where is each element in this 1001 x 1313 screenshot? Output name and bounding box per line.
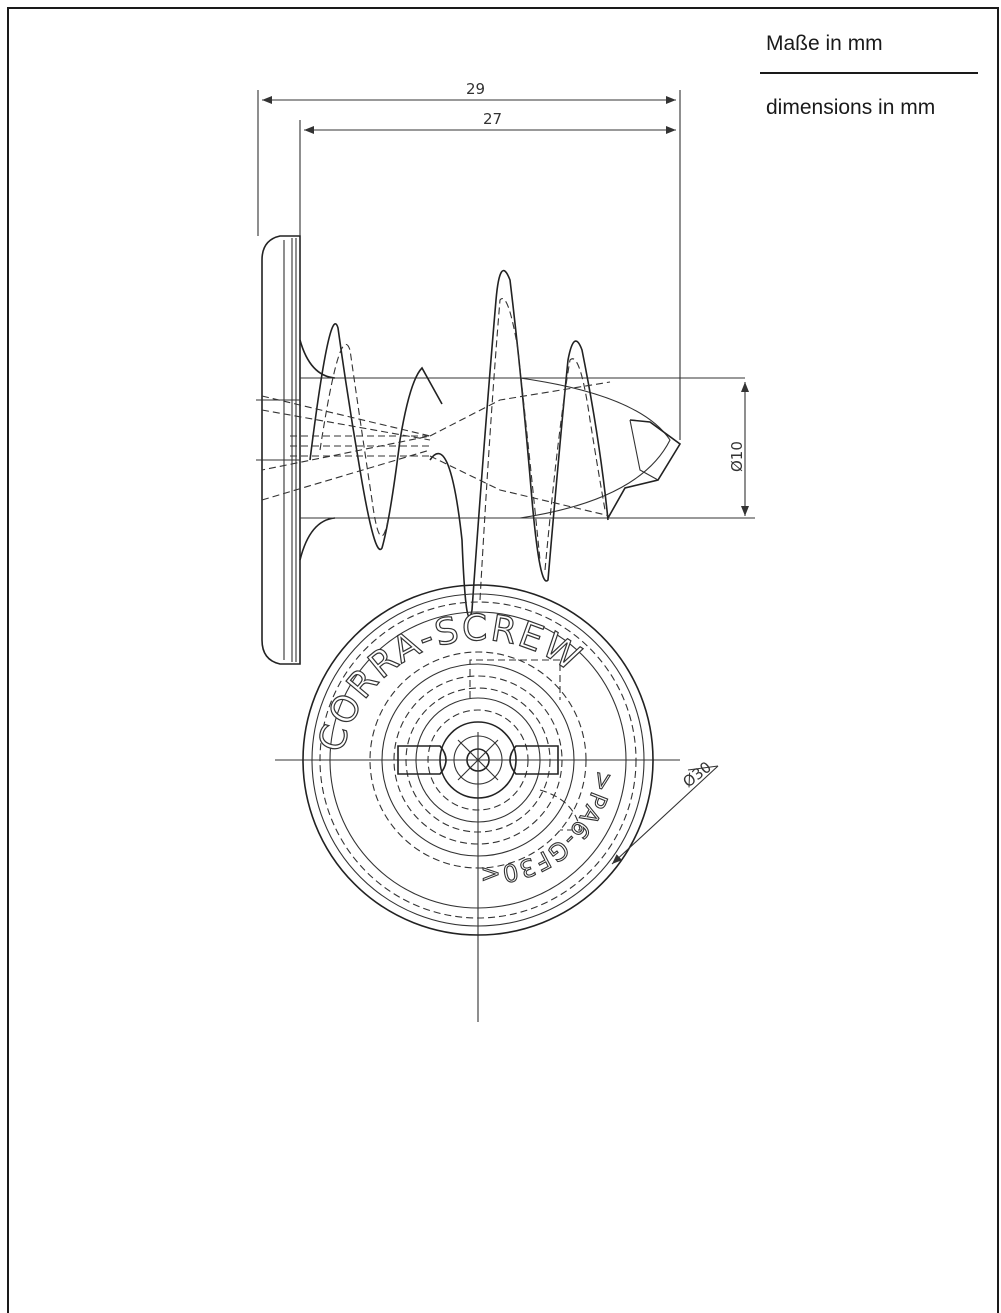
- units-label-german: Maße in mm: [766, 32, 883, 55]
- leader-head-diameter: [611, 765, 719, 865]
- drawing-frame: [7, 7, 999, 1313]
- head-outer-ring: [302, 584, 654, 936]
- units-divider: [760, 72, 978, 74]
- dimension-shaft-diameter: Ø10: [728, 441, 746, 472]
- star-recess-icon: [397, 732, 559, 788]
- dimension-head-diameter: Ø30: [679, 758, 714, 791]
- front-view: CORRA-SCREW >PA6-GF30<: [275, 584, 719, 1022]
- thread-flight: [309, 323, 443, 551]
- dimension-overall-length: 29: [466, 80, 485, 98]
- flange-outline: [261, 235, 301, 665]
- units-label-english: dimensions in mm: [766, 96, 936, 119]
- dimension-shaft-length: 27: [483, 110, 502, 128]
- side-view: [256, 90, 755, 665]
